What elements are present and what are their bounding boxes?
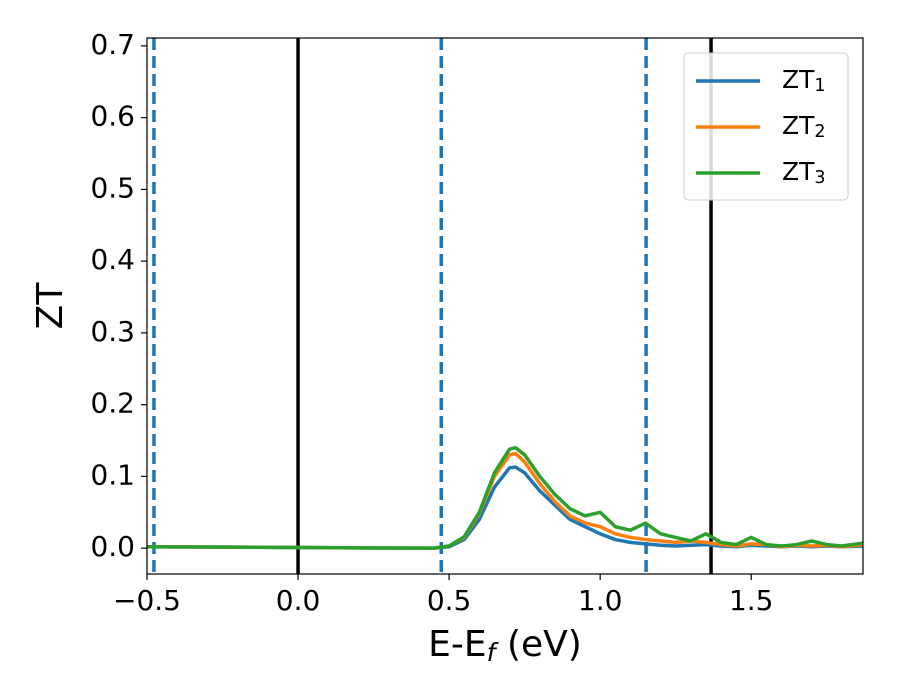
legend-box [683, 52, 849, 201]
y-tick-label: 0.1 [90, 458, 135, 491]
y-tick-label: 0.6 [90, 100, 135, 133]
series-line [147, 465, 863, 550]
y-tick-label: 0.2 [90, 387, 135, 420]
y-tick-label: 0.7 [90, 28, 135, 61]
x-tick-label: 0.5 [427, 584, 472, 617]
x-tick-label: 0.0 [276, 584, 321, 617]
legend-label: ZT3 [782, 157, 826, 188]
y-tick-label: 0.3 [90, 315, 135, 348]
y-tick-label: 0.0 [90, 530, 135, 563]
series-line [147, 451, 863, 550]
plot-frame [146, 37, 864, 575]
x-axis-label: E-Ef (eV) [428, 624, 582, 667]
x-tick-label: 1.0 [578, 584, 623, 617]
y-tick-label: 0.5 [90, 171, 135, 204]
x-tick-label: 1.5 [729, 584, 774, 617]
y-axis-label: ZT [30, 282, 71, 330]
x-tick-label: −0.5 [113, 584, 181, 617]
y-tick-label: 0.4 [90, 243, 135, 276]
legend-label: ZT1 [782, 65, 826, 96]
series-line [147, 445, 863, 550]
legend-label: ZT2 [782, 111, 826, 142]
